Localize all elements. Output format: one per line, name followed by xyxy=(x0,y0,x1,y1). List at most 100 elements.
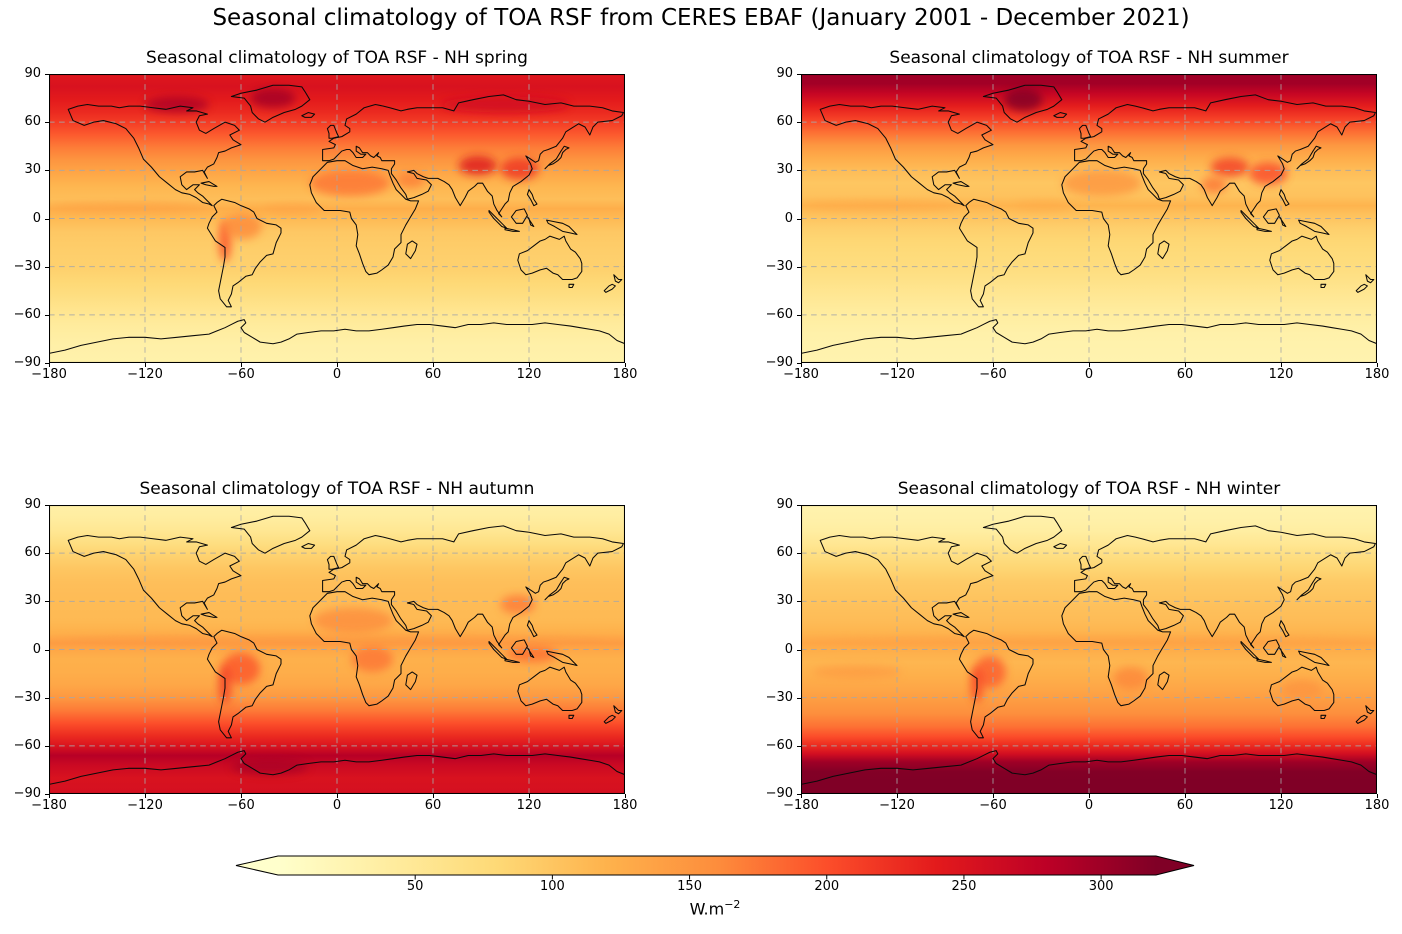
map-panel-nh-spring: Seasonal climatology of TOA RSF - NH spr… xyxy=(14,48,638,382)
x-tick xyxy=(1089,794,1090,798)
y-tick-label: 90 xyxy=(776,66,793,81)
x-tick-label: −60 xyxy=(227,367,255,382)
panel-title: Seasonal climatology of TOA RSF - NH sum… xyxy=(889,48,1289,68)
x-tick xyxy=(993,363,994,367)
y-tick xyxy=(797,601,801,603)
feature-pacific-itcz xyxy=(52,202,206,213)
coastlines xyxy=(49,515,625,785)
x-tick-label: −120 xyxy=(879,367,915,382)
feature-siberian-arctic xyxy=(441,96,569,113)
feature-tibetan-plateau xyxy=(1210,157,1249,177)
y-tick-label: −60 xyxy=(13,306,41,322)
y-tick xyxy=(797,363,801,364)
x-tick xyxy=(1281,363,1282,367)
y-tick-label: 60 xyxy=(776,114,793,130)
feature-atlantic-itcz xyxy=(263,204,321,214)
x-tick xyxy=(49,794,50,798)
x-tick xyxy=(529,363,530,367)
colorbar-tick-label: 200 xyxy=(814,879,840,894)
x-tick-label: 180 xyxy=(1364,798,1390,813)
y-tick xyxy=(797,697,801,699)
feature-sahara xyxy=(309,170,390,197)
y-tick xyxy=(797,505,801,506)
map-canvas xyxy=(801,505,1377,794)
coastlines xyxy=(801,84,1377,354)
y-tick xyxy=(797,794,801,795)
y-tick xyxy=(45,266,49,268)
x-tick-label: 60 xyxy=(1176,798,1194,813)
y-tick xyxy=(45,745,49,747)
x-tick xyxy=(433,794,434,798)
feature-australia-interior xyxy=(1281,680,1323,700)
y-tick xyxy=(45,505,49,506)
x-tick-label: −60 xyxy=(979,798,1007,813)
y-tick-label: 30 xyxy=(24,162,41,178)
x-tick-label: 120 xyxy=(516,367,542,382)
x-tick xyxy=(1377,794,1378,798)
x-tick-label: 180 xyxy=(1364,367,1390,382)
y-tick-label: 60 xyxy=(24,114,41,130)
x-tick-label: −60 xyxy=(227,798,255,813)
y-tick-label: 60 xyxy=(776,545,793,561)
x-tick xyxy=(1377,363,1378,367)
y-tick-label: −30 xyxy=(765,689,793,705)
map-panel-nh-summer: Seasonal climatology of TOA RSF - NH sum… xyxy=(766,48,1390,382)
map-canvas xyxy=(49,505,625,794)
x-tick xyxy=(529,794,530,798)
y-tick-label: −90 xyxy=(13,786,41,801)
y-tick xyxy=(45,553,49,555)
colorbar-unit-label: W.m−2 xyxy=(235,895,1195,919)
colorbar-tick-label: 100 xyxy=(539,879,565,894)
x-tick xyxy=(1185,363,1186,367)
x-tick xyxy=(241,363,242,367)
x-tick-label: 0 xyxy=(332,367,342,382)
x-tick xyxy=(337,794,338,798)
feature-sahara xyxy=(313,607,393,634)
x-tick xyxy=(1281,794,1282,798)
y-tick-label: −30 xyxy=(13,258,41,274)
x-tick xyxy=(897,794,898,798)
y-tick xyxy=(45,697,49,699)
x-tick-label: 0 xyxy=(332,798,342,813)
y-tick-label: 90 xyxy=(24,497,41,512)
x-tick-label: −120 xyxy=(879,798,915,813)
feature-greenland-ice xyxy=(250,88,296,108)
y-tick xyxy=(797,649,801,651)
y-tick xyxy=(45,649,49,651)
y-tick xyxy=(797,314,801,316)
y-tick-label: 30 xyxy=(776,593,793,609)
coastlines xyxy=(49,84,625,354)
panel-title: Seasonal climatology of TOA RSF - NH aut… xyxy=(139,479,535,499)
y-tick xyxy=(45,74,49,75)
x-tick xyxy=(897,363,898,367)
map-border xyxy=(49,505,625,794)
colorbar-unit-base: W.m xyxy=(689,899,725,919)
feature-southern-africa xyxy=(1113,667,1149,690)
feature-amazon xyxy=(223,213,262,240)
feature-central-africa xyxy=(351,646,393,672)
x-tick-label: 120 xyxy=(516,798,542,813)
feature-tibetan-plateau xyxy=(458,155,497,176)
y-tick xyxy=(797,122,801,124)
feature-greenland-ice xyxy=(1004,88,1043,111)
feature-india-monsoon xyxy=(1201,176,1227,193)
y-tick xyxy=(797,74,801,75)
map-panel-nh-autumn: Seasonal climatology of TOA RSF - NH aut… xyxy=(14,479,638,813)
x-tick-label: −180 xyxy=(31,367,67,382)
y-tick-label: 90 xyxy=(24,66,41,81)
map-border xyxy=(801,74,1377,363)
y-tick-label: 90 xyxy=(776,497,793,512)
y-tick-label: −30 xyxy=(13,689,41,705)
y-tick xyxy=(45,170,49,172)
colorbar-unit-exponent: −2 xyxy=(724,898,741,911)
feature-arabia xyxy=(396,171,425,188)
x-tick xyxy=(49,363,50,367)
x-tick-label: 60 xyxy=(424,367,442,382)
map-border xyxy=(801,505,1377,794)
x-tick xyxy=(625,363,626,367)
y-tick xyxy=(45,794,49,795)
x-tick-label: −120 xyxy=(127,367,163,382)
x-tick-label: −180 xyxy=(31,798,67,813)
y-tick-label: −60 xyxy=(765,737,793,753)
x-tick-label: −180 xyxy=(783,367,819,382)
